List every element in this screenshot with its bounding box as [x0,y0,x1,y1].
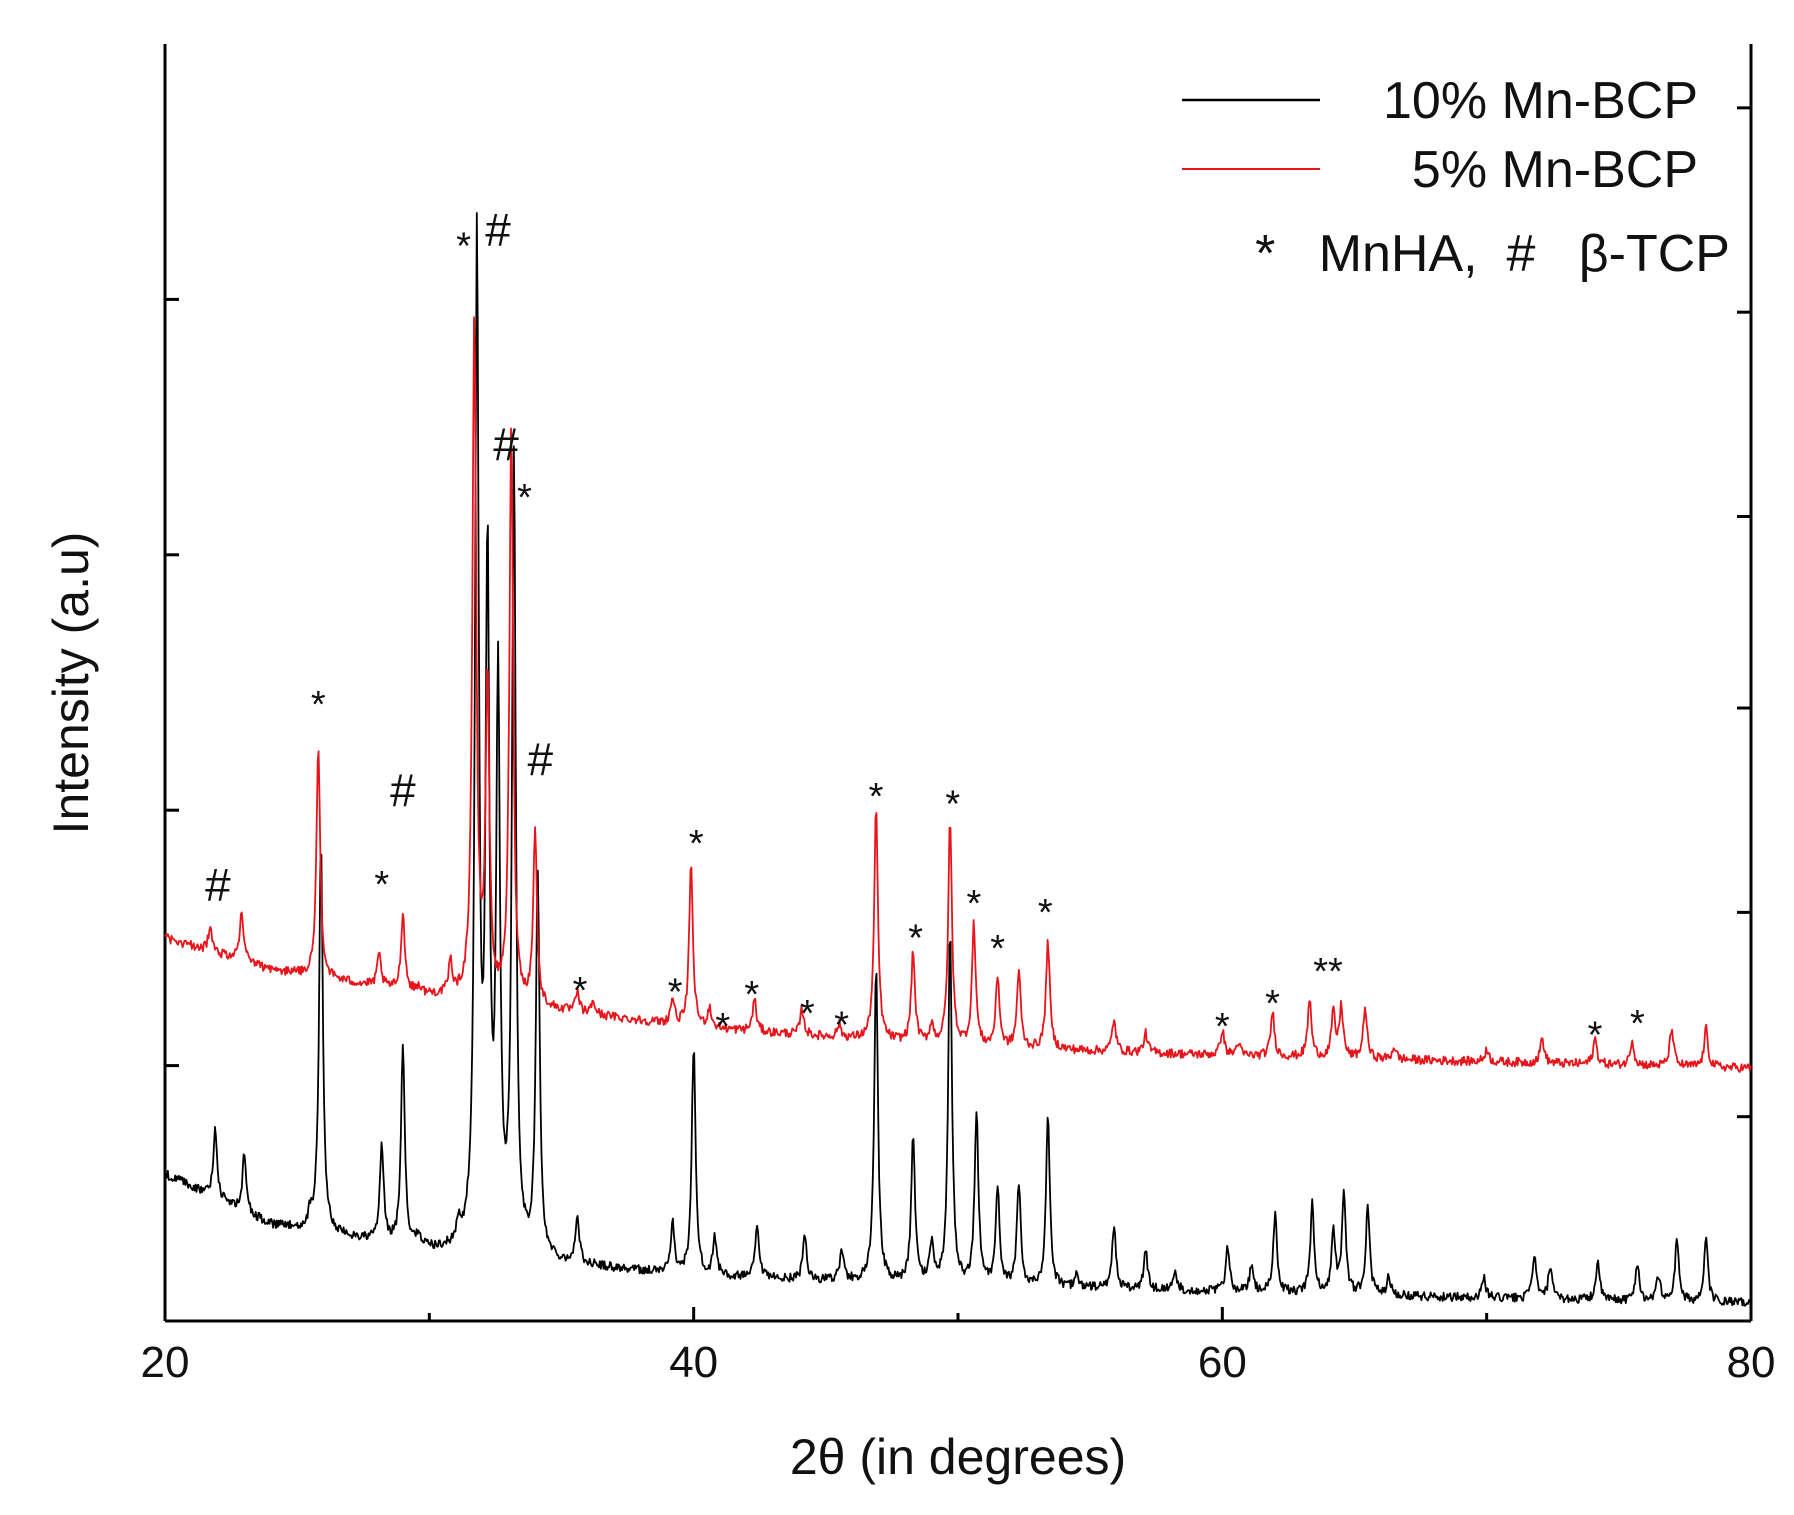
mnha-marker: * [744,974,759,1016]
mnha-marker: ** [1313,951,1343,993]
x-tick-label: 40 [669,1338,718,1387]
mnha-marker: * [573,970,588,1012]
mnha-marker: * [800,993,815,1035]
mnha-marker: * [689,823,704,865]
mnha-marker: * [715,1006,730,1048]
tcp-marker: # [485,204,511,256]
mnha-marker: * [990,928,1005,970]
mnha-marker: * [311,684,326,726]
x-tick-label: 80 [1727,1338,1776,1387]
x-axis-title: 2θ (in degrees) [790,1429,1126,1485]
mnha-marker: * [1265,983,1280,1025]
mnha-marker: * [1038,892,1053,934]
mnha-marker: * [374,864,389,906]
mnha-marker: * [1215,1006,1230,1048]
tcp-marker: # [493,418,519,470]
y-axis-title: Intensity (a.u) [43,532,99,835]
mnha-marker: * [945,784,960,826]
legend-label-5pct: 5% Mn-BCP [1412,141,1698,199]
mnha-marker: * [869,776,884,818]
legend-label-10pct: 10% Mn-BCP [1383,72,1698,130]
series-layer [164,212,1752,1307]
ticks [163,106,1753,1321]
series-10pct-mn-bcp [164,212,1752,1307]
series-5pct-mn-bcp [164,316,1752,1073]
mnha-marker: * [456,226,471,268]
tick-labels: 20 40 60 80 [141,1338,1776,1387]
mnha-marker: * [966,883,981,925]
mnha-marker: * [908,918,923,960]
legend-label-markers: * MnHA, # β-TCP [1255,225,1730,283]
mnha-marker: * [668,971,683,1013]
mnha-marker: * [1588,1015,1603,1057]
tcp-marker: # [390,764,416,816]
mnha-marker: * [834,1005,849,1047]
x-tick-label: 60 [1198,1338,1247,1387]
tcp-marker: # [205,859,231,911]
mnha-marker: * [1630,1003,1645,1045]
x-tick-label: 20 [141,1338,190,1387]
mnha-marker: * [517,477,532,519]
tcp-marker: # [528,734,554,786]
peak-annotations: #*#** ##*#***** * ** ********** * [205,204,1645,1057]
legend: 10% Mn-BCP 5% Mn-BCP * MnHA, # β-TCP [1182,72,1730,283]
